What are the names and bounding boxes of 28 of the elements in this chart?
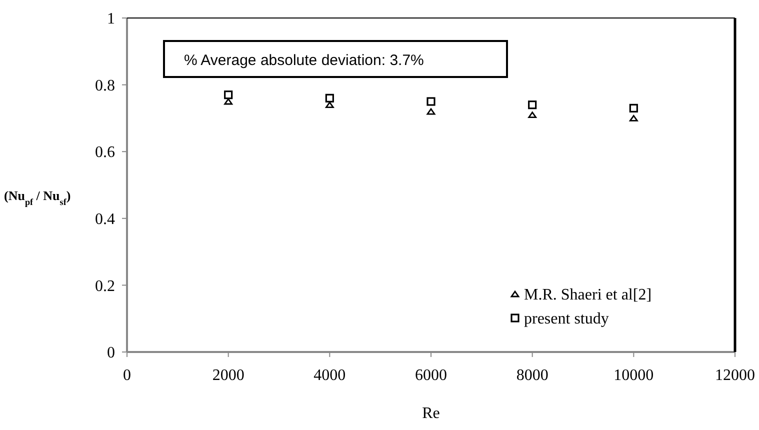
- x-tick-label: 4000: [314, 367, 346, 384]
- x-tick-label: 10000: [614, 367, 654, 384]
- y-axis-title: (Nu$_{pf}$ / Nu$_{sf}$): [4, 188, 71, 207]
- point: [325, 102, 334, 108]
- point: [224, 98, 233, 105]
- y-tick-label: 0.8: [95, 77, 115, 94]
- legend-label: M.R. Shaeri et al[2]: [524, 286, 652, 304]
- x-tick-label: 12000: [715, 367, 755, 384]
- point: [528, 100, 537, 110]
- y-tick-label: 0: [107, 344, 115, 362]
- x-tick-label: 2000: [212, 367, 244, 384]
- y-tick-label: 0.4: [95, 211, 115, 228]
- legend-label: present study: [524, 310, 609, 328]
- x-tick-label: 0: [123, 367, 131, 384]
- x-axis-title: Re: [422, 405, 440, 422]
- point: [426, 97, 436, 106]
- point: [629, 115, 638, 122]
- point: [325, 94, 334, 102]
- point: [224, 90, 233, 100]
- point: [528, 112, 537, 118]
- point: [629, 104, 638, 112]
- point: [426, 108, 436, 115]
- annotation: % Average absolute deviation: 3.7%: [184, 52, 424, 69]
- x-tick-label: 8000: [516, 367, 548, 384]
- y-tick-label: 1: [107, 10, 115, 28]
- y-tick-label: 0.6: [95, 144, 115, 162]
- x-tick-label: 6000: [415, 367, 447, 384]
- y-tick-label: 0.2: [95, 278, 115, 295]
